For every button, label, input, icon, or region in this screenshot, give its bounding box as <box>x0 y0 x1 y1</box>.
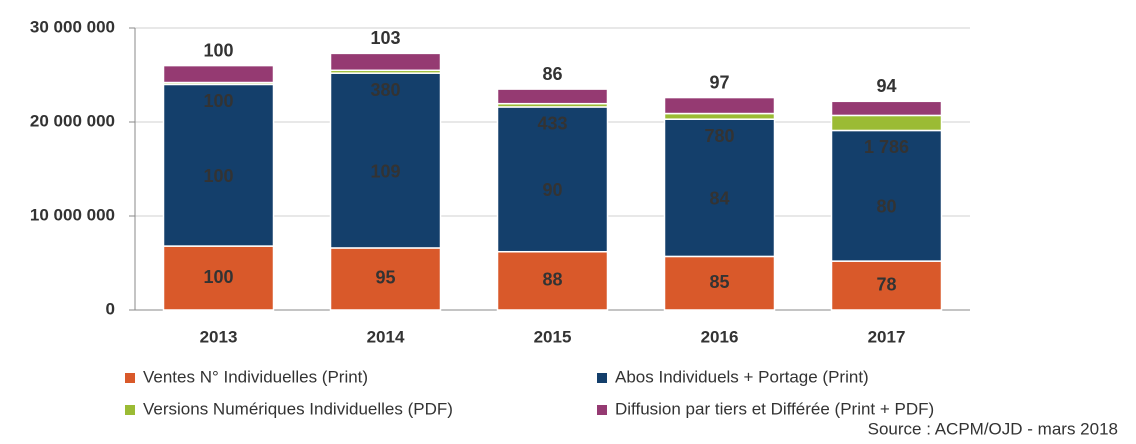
x-tick-label: 2013 <box>200 327 238 346</box>
data-label: 103 <box>370 28 400 48</box>
x-tick-label: 2016 <box>701 327 739 346</box>
bar-segment <box>162 83 275 247</box>
legend-swatch <box>597 405 607 415</box>
data-label: 97 <box>709 72 729 92</box>
bar-segment <box>830 114 943 132</box>
legend-label: Ventes N° Individuelles (Print) <box>143 367 368 386</box>
bar-segment <box>329 52 442 72</box>
legend-swatch <box>125 405 135 415</box>
data-label: 94 <box>876 76 896 96</box>
legend-label: Abos Individuels + Portage (Print) <box>615 367 869 386</box>
x-tick-label: 2015 <box>534 327 572 346</box>
bar-segment <box>329 247 442 311</box>
bar-segment <box>496 250 609 311</box>
legend-swatch <box>125 373 135 383</box>
bar-segment <box>830 260 943 311</box>
y-tick-label: 30 000 000 <box>30 17 115 36</box>
y-tick-label: 20 000 000 <box>30 111 115 130</box>
data-label: 100 <box>203 166 233 186</box>
source: Source : ACPM/OJD - mars 2018 <box>868 419 1118 438</box>
bar-segment <box>830 100 943 117</box>
bar-segment <box>663 96 776 115</box>
data-label: 109 <box>370 161 400 181</box>
data-label: 80 <box>876 197 896 217</box>
data-label: 86 <box>542 64 562 84</box>
data-label: 780 <box>704 126 734 146</box>
bar-segment <box>830 129 943 262</box>
bar-segment <box>496 88 609 105</box>
legend-label: Versions Numériques Individuelles (PDF) <box>143 399 453 418</box>
data-label: 90 <box>542 180 562 200</box>
legend-swatch <box>597 373 607 383</box>
data-label: 95 <box>375 268 395 288</box>
data-label: 100 <box>203 91 233 111</box>
data-label: 88 <box>542 270 562 290</box>
legend-label: Diffusion par tiers et Différée (Print +… <box>615 399 934 418</box>
bar-segment <box>663 118 776 258</box>
x-tick-label: 2017 <box>868 327 906 346</box>
data-label: 433 <box>537 114 567 134</box>
bar-segment <box>162 64 275 84</box>
x-tick-label: 2014 <box>367 327 405 346</box>
y-tick-label: 10 000 000 <box>30 205 115 224</box>
y-tick-label: 0 <box>106 299 115 318</box>
data-label: 78 <box>876 274 896 294</box>
data-label: 1 786 <box>864 137 909 157</box>
bar-segment <box>663 112 776 120</box>
data-label: 85 <box>709 272 729 292</box>
data-label: 100 <box>203 267 233 287</box>
data-label: 84 <box>709 189 729 209</box>
bar-segment <box>329 72 442 249</box>
data-label: 100 <box>203 40 233 60</box>
data-label: 380 <box>370 80 400 100</box>
